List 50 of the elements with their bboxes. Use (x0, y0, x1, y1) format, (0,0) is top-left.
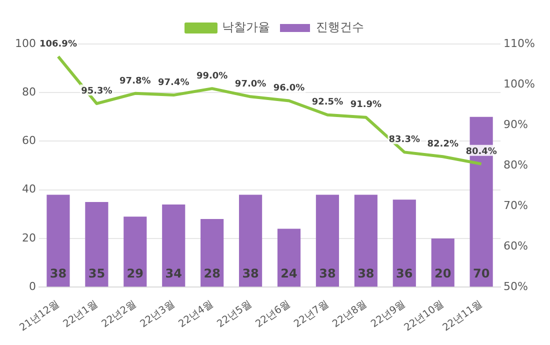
bar (85, 202, 108, 287)
y2-tick-label: 100% (504, 77, 536, 90)
data-label: 96.0% (273, 84, 305, 94)
y-tick-label: 0 (28, 280, 36, 293)
data-label: 91.9% (350, 100, 382, 110)
y2-tick-label: 70% (504, 198, 528, 212)
data-label: 70 (472, 266, 490, 281)
bar (316, 194, 340, 287)
data-label: 92.5% (312, 98, 344, 108)
y-tick-label: 60 (22, 134, 36, 148)
data-label: 28 (204, 266, 220, 281)
data-label: 38 (242, 266, 259, 281)
y2-tick-label: 50% (504, 280, 528, 293)
data-label: 29 (126, 266, 144, 281)
data-label: 97.0% (234, 80, 266, 90)
data-label: 38 (50, 266, 67, 281)
y2-tick-label: 110% (504, 36, 536, 50)
data-label: 97.8% (120, 76, 151, 86)
data-label: 34 (165, 266, 182, 281)
data-label: 38 (358, 266, 374, 281)
y-tick-label: 100 (14, 36, 36, 50)
bar (431, 238, 454, 287)
data-label: 35 (88, 266, 106, 281)
y2-tick-label: 90% (504, 118, 528, 131)
data-label: 80.4% (466, 146, 497, 157)
y-tick-label: 40 (22, 182, 36, 196)
data-label: 38 (319, 266, 336, 281)
data-label: 24 (280, 266, 298, 281)
legend-label: 낙찰가율 (222, 20, 270, 34)
y2-tick-label: 60% (504, 239, 528, 252)
data-label: 83.3% (388, 135, 420, 146)
bar (124, 216, 147, 287)
y-tick-label: 20 (22, 231, 36, 244)
data-label: 36 (396, 266, 413, 281)
bar (392, 200, 416, 287)
data-label: 20 (434, 266, 452, 281)
data-label: 95.3% (81, 86, 112, 96)
bar (277, 228, 301, 287)
y2-tick-label: 80% (504, 158, 528, 172)
data-label: 82.2% (427, 139, 458, 150)
data-label: 97.4% (158, 78, 190, 88)
legend-label: 진행건수 (316, 20, 364, 34)
bar (239, 194, 262, 287)
data-label: 106.9% (39, 39, 77, 50)
bar (354, 194, 378, 287)
data-label: 99.0% (196, 71, 228, 82)
y-tick-label: 80 (22, 85, 36, 98)
bar (200, 219, 224, 287)
bar (162, 204, 186, 287)
bar (46, 194, 70, 287)
